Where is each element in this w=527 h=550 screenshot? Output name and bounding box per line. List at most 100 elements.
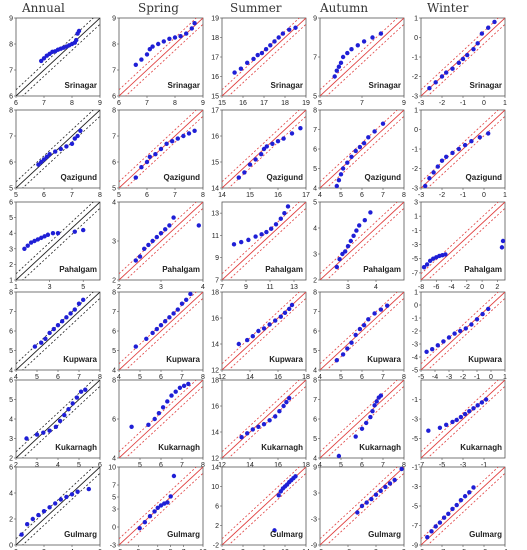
data-point xyxy=(34,432,40,437)
data-point xyxy=(57,418,63,424)
data-point xyxy=(147,514,153,519)
y-tick-label: -3 xyxy=(412,186,418,193)
x-tick-label: 12 xyxy=(218,462,226,469)
confidence-band-line xyxy=(22,207,100,280)
x-tick-label: -5 xyxy=(439,462,445,469)
station-label: Kupwara xyxy=(63,355,97,364)
data-point xyxy=(370,35,375,40)
one-to-one-line xyxy=(222,380,306,458)
y-tick-label: 5 xyxy=(313,348,317,355)
data-point xyxy=(186,381,191,387)
data-point xyxy=(239,435,244,440)
data-point xyxy=(348,238,353,244)
data-point xyxy=(50,231,56,236)
data-point xyxy=(165,500,170,505)
data-point xyxy=(158,146,164,152)
confidence-band-line xyxy=(326,385,404,458)
x-tick-label: 16 xyxy=(274,462,282,469)
data-point xyxy=(425,535,430,540)
data-point xyxy=(454,417,459,423)
data-point xyxy=(146,242,151,248)
data-point xyxy=(55,322,61,328)
data-point xyxy=(153,152,158,157)
data-point xyxy=(282,210,287,216)
confidence-band-line xyxy=(427,207,505,280)
data-point xyxy=(477,135,482,140)
x-tick-label: 19 xyxy=(302,100,310,107)
data-point xyxy=(152,509,157,514)
data-point xyxy=(53,424,59,429)
data-point xyxy=(177,385,183,390)
data-point xyxy=(353,332,358,338)
x-tick-label: 6 xyxy=(360,192,364,199)
station-label: Kupwara xyxy=(367,355,401,364)
x-tick-label: 5 xyxy=(117,192,121,199)
data-point xyxy=(427,176,432,181)
y-tick-label: 8 xyxy=(112,108,116,115)
data-point xyxy=(32,238,37,244)
y-tick-label: 0 xyxy=(414,35,418,42)
data-point xyxy=(245,431,250,436)
data-point xyxy=(74,37,79,43)
data-point xyxy=(430,347,435,352)
data-point xyxy=(474,317,480,322)
x-tick-label: 0 xyxy=(482,192,486,199)
data-point xyxy=(277,409,282,414)
x-tick-label: 7 xyxy=(180,374,184,381)
data-point xyxy=(355,43,360,48)
data-point xyxy=(444,422,449,428)
y-tick-label: 6 xyxy=(112,94,116,101)
data-point xyxy=(480,311,485,317)
data-point xyxy=(259,50,265,56)
y-tick-label: 2 xyxy=(9,456,13,463)
y-tick-label: 14 xyxy=(211,186,219,193)
confidence-band-line xyxy=(320,202,398,275)
x-tick-label: -2 xyxy=(460,374,466,381)
y-tick-label: 3 xyxy=(313,252,317,259)
confidence-band-line xyxy=(125,472,203,545)
y-tick-label: 6 xyxy=(313,417,317,424)
data-point xyxy=(72,136,78,141)
x-tick-label: -3 xyxy=(418,100,424,107)
data-point xyxy=(334,183,339,189)
confidence-band-line xyxy=(320,18,398,91)
panel-srinagar-autumn: 5 7 9 5 7 9 Srinagar xyxy=(313,16,406,108)
station-label: Kupwara xyxy=(468,355,502,364)
x-tick-label: 13 xyxy=(290,284,298,291)
x-tick-label: -7 xyxy=(418,462,424,469)
y-tick-label: 8 xyxy=(112,378,116,385)
data-point xyxy=(441,339,446,344)
station-label: Qazigund xyxy=(365,173,402,182)
x-tick-label: 7 xyxy=(360,100,364,107)
data-point xyxy=(479,400,485,405)
x-tick-label: 18 xyxy=(302,374,310,381)
station-label: Pahalgam xyxy=(59,265,97,274)
data-point xyxy=(171,215,176,220)
data-point xyxy=(55,231,61,236)
data-point xyxy=(171,473,177,479)
column-header-autumn: Autumn xyxy=(319,1,368,15)
confidence-band-line xyxy=(421,292,499,365)
data-point xyxy=(387,481,393,486)
data-point xyxy=(492,19,497,25)
data-point xyxy=(340,352,346,357)
data-point xyxy=(47,428,52,433)
data-point xyxy=(351,233,356,238)
data-point xyxy=(345,160,350,165)
x-tick-label: -3 xyxy=(446,374,452,381)
data-point xyxy=(268,43,273,48)
x-tick-label: 4 xyxy=(318,462,322,469)
station-label: Gulmarg xyxy=(64,530,97,539)
one-to-one-line xyxy=(320,18,404,96)
panel-pahalgam-annual: 1 3 5 1 2 3 4 5 6 Pahalgam xyxy=(9,200,101,291)
y-tick-label: 9 xyxy=(313,465,317,472)
data-point xyxy=(378,307,384,312)
data-point xyxy=(450,66,455,71)
data-point xyxy=(78,128,83,133)
station-label: Srinagar xyxy=(65,81,97,90)
one-to-one-line xyxy=(320,380,404,458)
data-point xyxy=(433,80,438,85)
data-point xyxy=(69,492,75,497)
panel-qazigund-winter: -3 -2 -1 0 1 -3 -2 -1 0 1 Qazigund xyxy=(412,108,507,200)
